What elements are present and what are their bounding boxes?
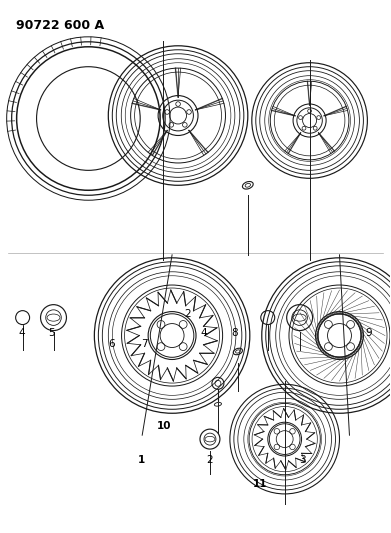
Text: 5: 5: [48, 328, 55, 338]
Text: 9: 9: [366, 328, 372, 338]
Text: 2: 2: [206, 455, 212, 465]
Text: 90722 600 A: 90722 600 A: [16, 19, 104, 32]
Text: 8: 8: [231, 328, 238, 338]
Text: 6: 6: [108, 338, 115, 349]
Text: 4: 4: [19, 328, 25, 338]
Text: 10: 10: [157, 421, 172, 431]
Text: 7: 7: [142, 338, 148, 349]
Text: 4: 4: [200, 328, 206, 338]
Text: 1: 1: [137, 455, 145, 465]
Text: 2: 2: [185, 309, 191, 319]
Text: 3: 3: [300, 455, 306, 465]
Text: 11: 11: [253, 479, 267, 489]
